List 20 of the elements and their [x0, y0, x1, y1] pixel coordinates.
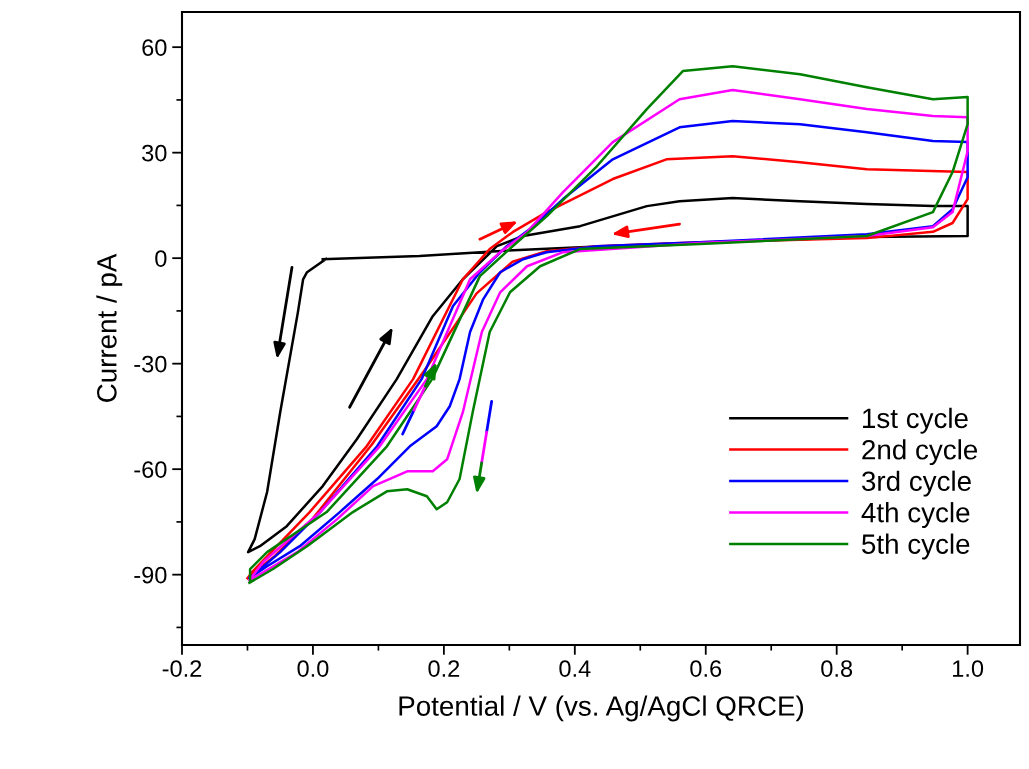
x-axis-title: Potential / V (vs. Ag/AgCl QRCE) — [399, 695, 804, 722]
y-tick-label: -30 — [134, 355, 167, 373]
x-tick-label: 0.4 — [559, 660, 591, 677]
x-tick-label: 0.6 — [690, 660, 722, 677]
legend-label: 4th cycle — [861, 502, 970, 528]
x-tick-label: 0.0 — [297, 660, 329, 677]
x-tick-label: 1.0 — [953, 660, 984, 677]
y-axis-title: Current / pA — [96, 253, 123, 402]
legend-label: 5th cycle — [862, 533, 970, 560]
legend-label: 2nd cycle — [862, 439, 978, 466]
x-tick-label: 0.8 — [821, 660, 853, 677]
y-tick-label: -90 — [134, 566, 167, 584]
x-tick-label: -0.2 — [162, 660, 202, 677]
y-tick-label: 30 — [142, 144, 167, 162]
x-tick-label: 0.2 — [428, 660, 460, 677]
y-tick-label: -60 — [134, 461, 167, 478]
legend-label: 3rd cycle — [861, 470, 971, 497]
legend-label: 1st cycle — [863, 407, 968, 434]
y-tick-label: 60 — [142, 39, 167, 56]
y-tick-label: 0 — [155, 250, 167, 267]
